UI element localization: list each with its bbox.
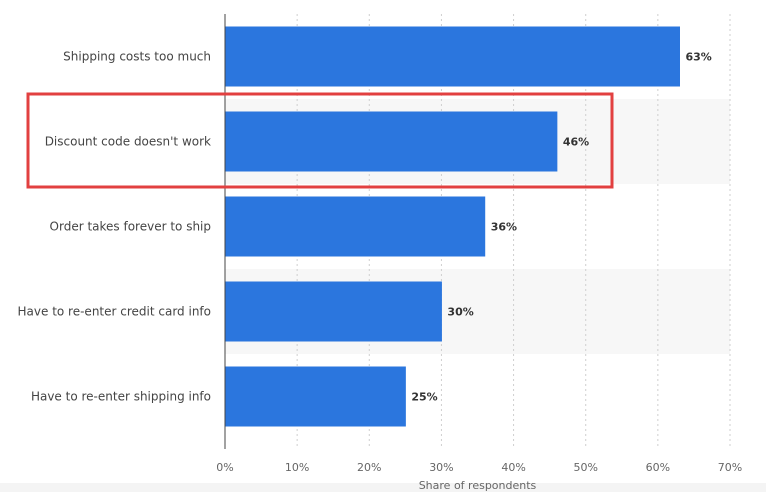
x-axis-title: Share of respondents — [419, 479, 537, 492]
x-tick-label: 30% — [429, 461, 453, 474]
bar — [225, 281, 442, 342]
bar — [225, 196, 486, 257]
bar — [225, 26, 680, 87]
category-labels: Shipping costs too much Discount code doe… — [18, 50, 212, 404]
bar — [225, 366, 406, 427]
x-tick-label: 10% — [285, 461, 309, 474]
x-tick-label: 70% — [718, 461, 742, 474]
x-tick-label: 20% — [357, 461, 381, 474]
bars — [225, 26, 680, 427]
x-tick-label: 60% — [646, 461, 670, 474]
category-label: Order takes forever to ship — [50, 220, 211, 234]
bar — [225, 111, 558, 172]
value-label: 25% — [411, 391, 437, 404]
category-label: Have to re-enter shipping info — [31, 390, 211, 404]
bottom-strip — [0, 483, 766, 492]
value-labels: 63% 46% 36% 30% 25% — [411, 51, 711, 404]
value-label: 36% — [491, 221, 517, 234]
x-tick-label: 40% — [501, 461, 525, 474]
value-label: 63% — [686, 51, 712, 64]
category-label: Discount code doesn't work — [45, 135, 211, 149]
category-label: Have to re-enter credit card info — [18, 305, 211, 319]
highlight-box — [26, 92, 614, 189]
x-tick-labels: 0% 10% 20% 30% 40% 50% 60% 70% — [216, 461, 742, 474]
x-tick-label: 0% — [216, 461, 233, 474]
value-label: 30% — [447, 306, 473, 319]
x-tick-label: 50% — [573, 461, 597, 474]
value-label: 46% — [563, 136, 589, 149]
category-label: Shipping costs too much — [63, 50, 211, 64]
